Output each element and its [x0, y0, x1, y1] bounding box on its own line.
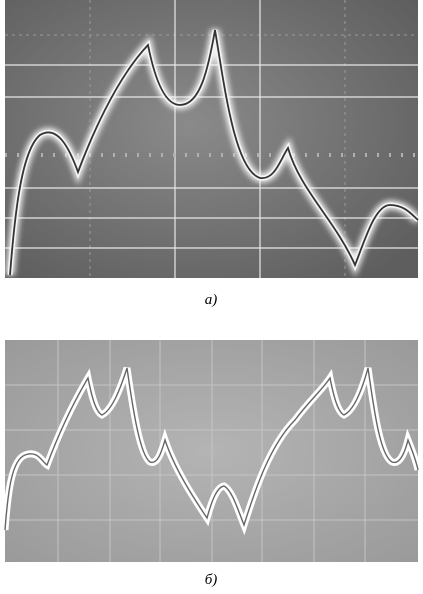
waveform: [9, 29, 419, 276]
grid: [5, 0, 418, 278]
waveform: [4, 367, 419, 531]
caption-b: б): [205, 572, 218, 588]
oscillogram-b: [1, 340, 422, 562]
caption-a: а): [205, 292, 218, 308]
grid: [5, 340, 418, 562]
oscillogram-a: [5, 0, 421, 278]
